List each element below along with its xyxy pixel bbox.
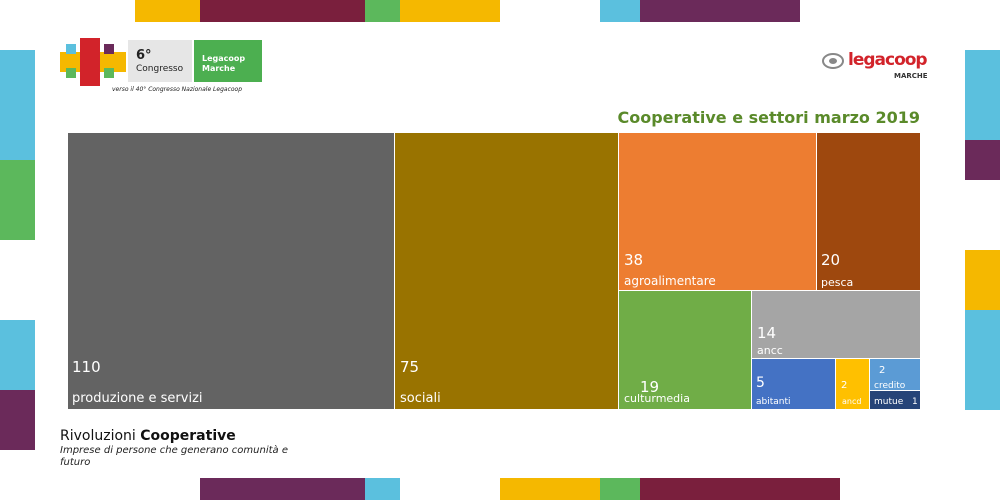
cell-label-pesca: pesca (821, 276, 853, 289)
legacoop-logo-icon (822, 52, 844, 74)
cell-label-credito: credito (874, 381, 906, 391)
brand-name: legacoop (848, 50, 928, 70)
treemap-cell-ancd (836, 359, 869, 409)
cell-label-sociali: sociali (400, 391, 441, 406)
cell-value-culturmedia: 19 (640, 378, 659, 396)
footer-subtitle: Imprese di persone che generano comunità… (60, 445, 288, 468)
treemap-cell-ancc (752, 291, 920, 358)
cell-label-produzione-e-servizi: produzione e servizi (72, 391, 203, 406)
cell-value-sociali: 75 (400, 358, 419, 376)
org-badge: Legacoop Marche (194, 40, 262, 82)
chart-title: Cooperative e settori marzo 2019 (617, 108, 921, 127)
treemap-cell-culturmedia (619, 291, 751, 409)
congress-cross-icon (60, 38, 126, 86)
cell-label-ancc: ancc (757, 344, 783, 357)
congress-number: 6° (136, 48, 152, 63)
cell-value-credito: 2 (879, 365, 885, 376)
cell-label-abitanti: abitanti (756, 397, 791, 407)
org-line2: Marche (202, 64, 236, 73)
treemap-cell-produzione-e-servizi (68, 133, 394, 409)
treemap-cell-pesca (817, 133, 920, 290)
footer-title-bold: Cooperative (140, 428, 236, 444)
footer-title: Rivoluzioni Cooperative (60, 428, 236, 444)
cell-value-pesca: 20 (821, 251, 840, 269)
treemap-cell-credito (870, 359, 920, 390)
congress-tagline: verso il 40° Congresso Nazionale Legacoo… (112, 86, 243, 93)
cell-label-culturmedia: culturmedia (624, 392, 690, 405)
brand-region: MARCHE (894, 72, 928, 80)
treemap-cell-agroalimentare (619, 133, 816, 290)
org-line1: Legacoop (202, 54, 246, 63)
cell-value-produzione-e-servizi: 110 (72, 358, 101, 376)
cell-value-mutue: 1 (912, 397, 918, 407)
treemap-cell-abitanti (752, 359, 835, 409)
congress-word: Congresso (136, 64, 184, 74)
footer-title-regular: Rivoluzioni (60, 428, 141, 444)
cell-label-agroalimentare: agroalimentare (624, 274, 716, 288)
congress-logo (60, 38, 130, 90)
congress-badge: 6° Congresso (128, 40, 192, 82)
cell-value-ancd: 2 (841, 380, 847, 391)
cell-label-mutue: mutue (874, 397, 904, 407)
cell-label-ancd: ancd (842, 397, 861, 406)
cell-value-agroalimentare: 38 (624, 251, 643, 269)
cell-value-ancc: 14 (757, 324, 776, 342)
cell-value-abitanti: 5 (756, 375, 765, 391)
treemap-cell-sociali (395, 133, 618, 409)
treemap-cell-mutue (870, 391, 920, 409)
